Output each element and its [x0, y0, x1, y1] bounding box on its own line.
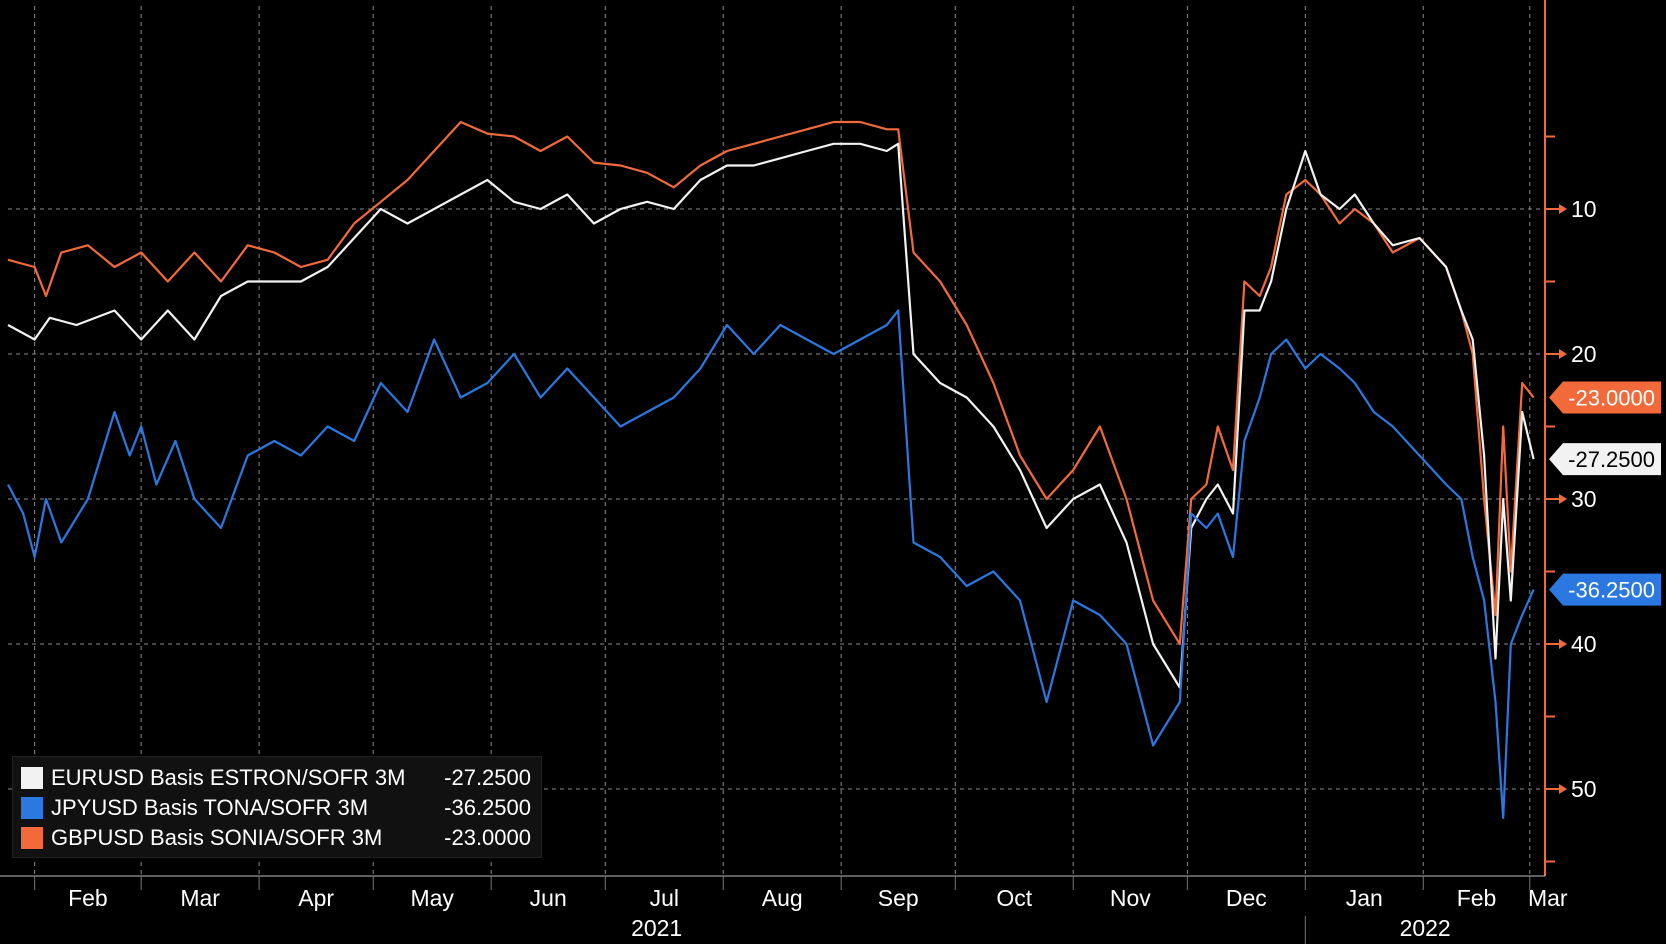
gridlines	[8, 6, 1545, 876]
y-tick-label: 10	[1571, 196, 1597, 222]
series-lines	[7, 120, 1535, 820]
x-tick-label: Apr	[298, 885, 334, 911]
x-tick-label: Mar	[1528, 885, 1568, 911]
y-tick-label: 40	[1571, 631, 1597, 657]
last-value-label: -36.2500	[1568, 578, 1655, 603]
x-tick-label: Oct	[996, 885, 1032, 911]
legend-item-eurusd: EURUSD Basis ESTRON/SOFR 3M -27.2500	[21, 763, 531, 793]
y-tick-arrow	[1559, 784, 1567, 794]
legend-series-value: -23.0000	[444, 825, 531, 850]
year-label: 2021	[631, 915, 682, 941]
y-tick-label: 20	[1571, 341, 1597, 367]
x-tick-label: Jul	[650, 885, 679, 911]
series-line-1	[7, 142, 1535, 689]
y-tick-label: 50	[1571, 776, 1597, 802]
legend-series-name: EURUSD Basis ESTRON/SOFR 3M	[51, 765, 406, 790]
legend-series-name: GBPUSD Basis SONIA/SOFR 3M	[51, 825, 383, 850]
legend-item-jpyusd: JPYUSD Basis TONA/SOFR 3M -36.2500	[21, 793, 531, 823]
x-tick-label: Sep	[878, 885, 919, 911]
series-line-2	[7, 309, 1535, 820]
x-tick-label: Jun	[530, 885, 567, 911]
legend-series-value: -36.2500	[444, 795, 531, 820]
last-value-labels: -23.0000 -27.2500 -36.2500	[1549, 381, 1661, 606]
legend-item-gbpusd: GBPUSD Basis SONIA/SOFR 3M -23.0000	[21, 823, 531, 853]
x-tick-label: Nov	[1110, 885, 1151, 911]
x-axis-tick-labels: Feb Mar Apr May Jun Jul Aug Sep Oct Nov Dec Jan Feb M…	[68, 885, 1568, 941]
y-tick-label: 30	[1571, 486, 1597, 512]
x-tick-label: Mar	[180, 885, 220, 911]
y-tick-arrow	[1559, 349, 1567, 359]
x-tick-label: Feb	[68, 885, 108, 911]
last-value-label: -23.0000	[1568, 386, 1655, 411]
y-axis-tick-labels: 10 20 30 40 50	[1571, 196, 1597, 802]
x-tick-label: Dec	[1226, 885, 1267, 911]
y-tick-arrow	[1559, 639, 1567, 649]
legend-series-value: -27.2500	[444, 765, 531, 790]
series-line-0	[7, 120, 1535, 646]
x-tick-label: Feb	[1457, 885, 1497, 911]
axes	[0, 0, 1567, 944]
x-tick-label: Jan	[1346, 885, 1383, 911]
last-value-box	[1549, 573, 1661, 606]
legend-swatch	[21, 797, 43, 819]
x-tick-label: Aug	[762, 885, 803, 911]
y-tick-arrow	[1559, 204, 1567, 214]
x-tick-label: May	[410, 885, 454, 911]
last-value-label: -27.2500	[1568, 447, 1655, 472]
legend-swatch	[21, 767, 43, 789]
last-value-box	[1549, 443, 1661, 476]
year-label: 2022	[1400, 915, 1451, 941]
legend-swatch	[21, 827, 43, 849]
legend-series-name: JPYUSD Basis TONA/SOFR 3M	[51, 795, 369, 820]
y-tick-arrow	[1559, 494, 1567, 504]
legend: EURUSD Basis ESTRON/SOFR 3M -27.2500 JPY…	[12, 756, 542, 858]
last-value-box	[1549, 381, 1661, 414]
